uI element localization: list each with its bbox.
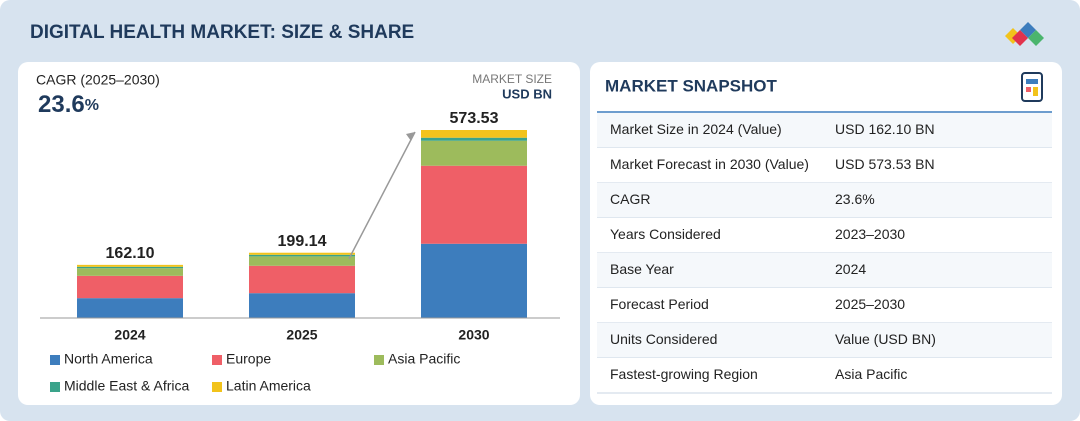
bar-segment [77, 275, 183, 299]
table-label: Market Forecast in 2030 (Value) [610, 156, 809, 172]
bar-segment [421, 137, 527, 141]
x-tick-label: 2030 [458, 327, 489, 343]
legend-swatch [50, 382, 60, 392]
table-row [597, 358, 1052, 393]
table-row [597, 218, 1052, 253]
legend-swatch [50, 355, 60, 365]
table-value: 2023–2030 [835, 226, 905, 242]
bar-segment [77, 264, 183, 267]
legend-label: Asia Pacific [388, 351, 460, 367]
growth-arrow [348, 131, 416, 260]
table-row [597, 323, 1052, 358]
bar-segment [249, 265, 355, 294]
cagr-number: 23.6 [38, 91, 85, 118]
table-value: 2024 [835, 261, 866, 277]
table-label: Fastest-growing Region [610, 366, 758, 382]
table-value: USD 162.10 BN [835, 121, 935, 137]
snapshot-icon [1021, 72, 1043, 102]
cagr-value: 23.6% [38, 91, 99, 118]
table-row [597, 253, 1052, 288]
table-value: 23.6% [835, 191, 875, 207]
x-tick-label: 2024 [114, 327, 145, 343]
legend-label: Middle East & Africa [64, 378, 189, 394]
bar-segment [249, 293, 355, 318]
total-label: 199.14 [278, 233, 327, 250]
bar-segment [421, 243, 527, 318]
snapshot-title: MARKET SNAPSHOT [605, 76, 778, 95]
table-label: Base Year [610, 261, 674, 277]
legend-label: Europe [226, 351, 271, 367]
page-title: DIGITAL HEALTH MARKET: SIZE & SHARE [30, 22, 414, 43]
table-value: 2025–2030 [835, 296, 905, 312]
table-row [597, 288, 1052, 323]
table-label: Years Considered [610, 226, 721, 242]
unit-label: USD BN [502, 86, 552, 101]
legend-label: Latin America [226, 378, 311, 394]
table-row [597, 148, 1052, 183]
bar-segment [249, 256, 355, 266]
bar-segment [77, 266, 183, 269]
logo [1005, 22, 1044, 46]
table-value: Asia Pacific [835, 366, 907, 382]
total-label: 573.53 [450, 110, 499, 127]
legend-swatch [212, 382, 222, 392]
table-row [597, 183, 1052, 218]
bar-segment [249, 252, 355, 255]
bar-segment [77, 268, 183, 276]
legend-swatch [212, 355, 222, 365]
bar-segment [421, 130, 527, 138]
total-label: 162.10 [106, 245, 155, 262]
table-label: CAGR [610, 191, 650, 207]
bar-segment [249, 254, 355, 257]
bar-segment [77, 298, 183, 318]
cagr-unit: % [85, 97, 99, 114]
legend-label: North America [64, 351, 153, 367]
bar-segment [421, 165, 527, 244]
table-label: Forecast Period [610, 296, 709, 312]
legend-swatch [374, 355, 384, 365]
table-value: USD 573.53 BN [835, 156, 935, 172]
table-label: Market Size in 2024 (Value) [610, 121, 782, 137]
bar-segment [421, 140, 527, 166]
table-value: Value (USD BN) [835, 331, 936, 347]
table-row [597, 113, 1052, 148]
x-tick-label: 2025 [286, 327, 317, 343]
cagr-label: CAGR (2025–2030) [36, 72, 160, 88]
unit-label: MARKET SIZE [472, 72, 552, 86]
table-label: Units Considered [610, 331, 717, 347]
growth-arrowhead [406, 132, 415, 141]
